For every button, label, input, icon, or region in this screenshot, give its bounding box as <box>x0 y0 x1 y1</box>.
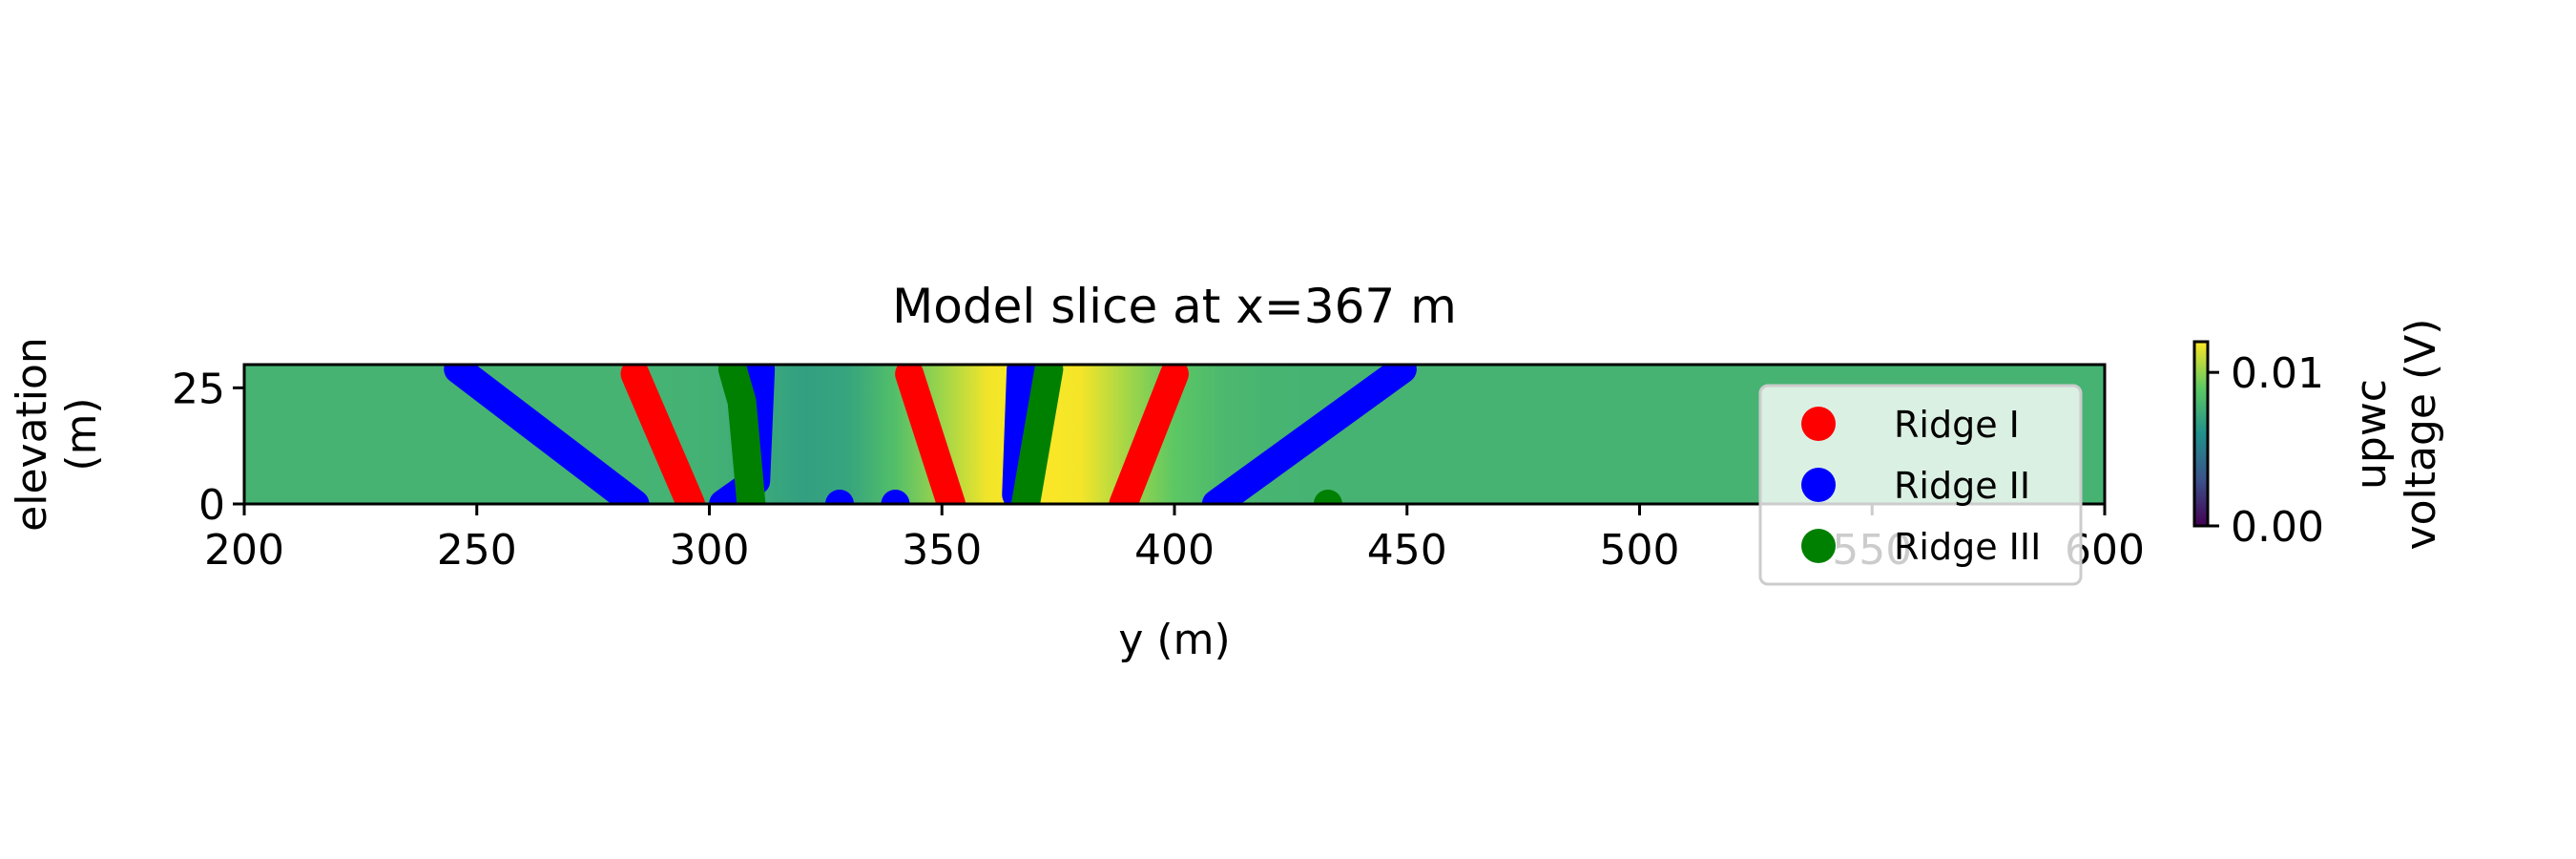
x-tick-label-500: 500 <box>1600 526 1680 575</box>
ridge-ii-point-1 <box>825 490 854 504</box>
series-ridge-iii <box>717 365 1342 504</box>
ridge-i-line-1 <box>620 365 705 504</box>
series-ridge-i <box>620 365 1189 504</box>
x-tick-label-350: 350 <box>902 526 982 575</box>
ridge-i-line-2 <box>895 365 966 504</box>
data-marks <box>444 365 1417 504</box>
colorbar-label-line-2: voltage (V) <box>2397 319 2445 551</box>
ridge-ii-line-1 <box>444 365 650 504</box>
x-tick-label-250: 250 <box>437 526 517 575</box>
x-axis-label: y (m) <box>1118 616 1230 664</box>
legend-marker-ridge-i <box>1801 407 1836 441</box>
y-axis-label-line-2: (m) <box>57 397 106 471</box>
colorbar: 0.00 0.01 upwc voltage (V) <box>2192 319 2445 552</box>
legend-box <box>1758 384 2083 586</box>
y-tick-label-25: 25 <box>172 365 225 413</box>
y-tick-label-0: 0 <box>198 481 225 530</box>
legend-marker-ridge-iii <box>1801 529 1836 563</box>
ridge-iii-line-1 <box>717 365 766 504</box>
colorbar-label-line-1: upwc <box>2347 379 2396 490</box>
colorbar-tick-label-0: 0.00 <box>2231 503 2324 552</box>
colorbar-gradient <box>2192 340 2210 528</box>
ridge-i-line-3 <box>1109 365 1189 504</box>
legend-marker-ridge-ii <box>1801 468 1836 502</box>
legend-label-ridge-i: Ridge I <box>1894 404 2020 446</box>
chart-title: Model slice at x=367 m <box>892 279 1457 334</box>
ridge-iii-point-1 <box>1313 490 1342 504</box>
x-tick-label-400: 400 <box>1134 526 1215 575</box>
y-axis-label-group: elevation (m) <box>8 337 106 532</box>
x-axis: 200250300350400450500550600 <box>204 504 2145 575</box>
x-tick-label-450: 450 <box>1367 526 1447 575</box>
ridge-iii-line-2 <box>1011 365 1064 504</box>
legend: Ridge I Ridge II Ridge III <box>1758 384 2083 586</box>
y-axis-label-line-1: elevation <box>8 337 56 532</box>
x-tick-label-200: 200 <box>204 526 284 575</box>
x-tick-label-300: 300 <box>670 526 750 575</box>
ridge-ii-point-2 <box>881 490 910 504</box>
legend-label-ridge-iii: Ridge III <box>1894 526 2041 568</box>
ridge-ii-line-4 <box>1201 365 1417 504</box>
legend-label-ridge-ii: Ridge II <box>1894 465 2030 507</box>
colorbar-tick-label-1: 0.01 <box>2231 349 2324 398</box>
y-axis: 0 25 <box>172 365 244 530</box>
colorbar-label-group: upwc voltage (V) <box>2347 319 2445 551</box>
